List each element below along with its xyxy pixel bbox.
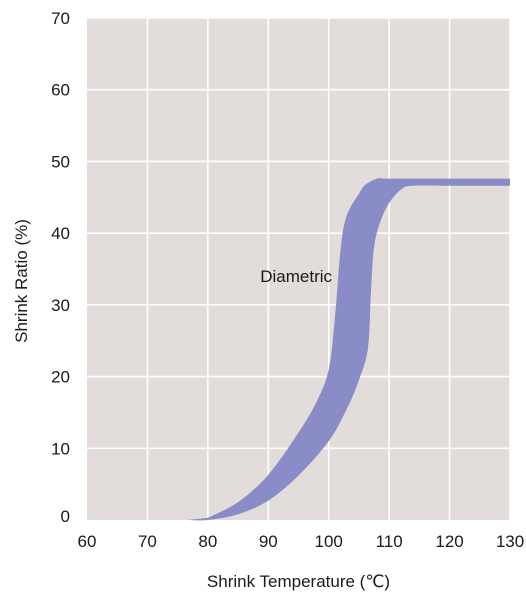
y-axis-label: Shrink Ratio (%) — [12, 219, 31, 343]
x-tick-label: 60 — [78, 532, 97, 551]
x-tick-label: 110 — [376, 532, 403, 551]
x-tick-label: 120 — [435, 532, 463, 551]
x-tick-label: 80 — [198, 532, 217, 551]
grid-lines — [87, 17, 511, 520]
y-tick-label: 60 — [51, 81, 70, 100]
diametric-band — [186, 178, 510, 521]
y-axis-ticks: 0 10 20 30 40 50 60 70 — [51, 9, 70, 526]
x-tick-label: 100 — [315, 532, 343, 551]
y-tick-label: 10 — [51, 439, 70, 458]
y-tick-label: 40 — [51, 224, 70, 243]
y-tick-label: 70 — [51, 9, 70, 28]
x-tick-label: 70 — [138, 532, 157, 551]
x-axis-label: Shrink Temperature (℃) — [207, 572, 390, 591]
y-tick-label: 20 — [51, 368, 70, 387]
y-tick-label: 0 — [61, 507, 70, 526]
x-axis-ticks: 60 70 80 90 100 110 120 130 — [78, 532, 525, 551]
x-tick-label: 90 — [259, 532, 278, 551]
y-tick-label: 30 — [51, 296, 70, 315]
x-tick-label: 130 — [496, 532, 524, 551]
y-tick-label: 50 — [51, 152, 70, 171]
diametric-annotation: Diametric — [260, 267, 332, 286]
